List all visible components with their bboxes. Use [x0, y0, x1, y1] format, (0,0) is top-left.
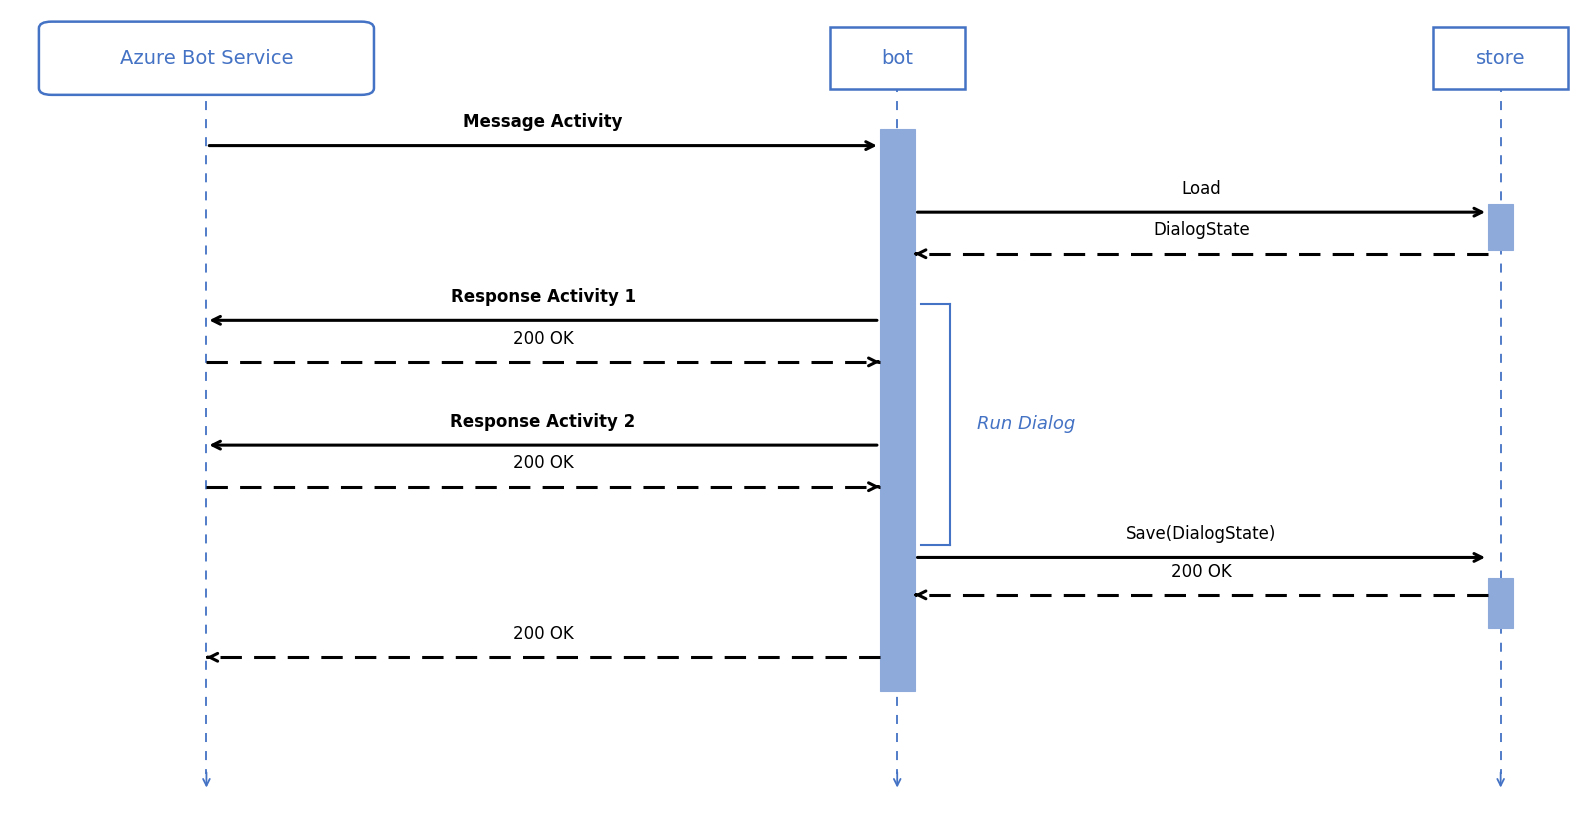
- Text: Run Dialog: Run Dialog: [977, 415, 1075, 433]
- Text: 200 OK: 200 OK: [513, 625, 573, 643]
- Text: DialogState: DialogState: [1153, 221, 1250, 240]
- Text: Response Activity 1: Response Activity 1: [451, 288, 635, 306]
- Text: Save(DialogState): Save(DialogState): [1126, 525, 1277, 543]
- Text: 200 OK: 200 OK: [513, 329, 573, 348]
- Text: store: store: [1475, 49, 1526, 67]
- FancyBboxPatch shape: [880, 129, 915, 691]
- Text: Azure Bot Service: Azure Bot Service: [119, 49, 294, 67]
- Text: 200 OK: 200 OK: [1170, 562, 1232, 581]
- Text: 200 OK: 200 OK: [513, 454, 573, 473]
- FancyBboxPatch shape: [829, 27, 964, 90]
- Text: Response Activity 2: Response Activity 2: [451, 413, 635, 431]
- FancyBboxPatch shape: [38, 22, 375, 95]
- Text: Load: Load: [1181, 180, 1221, 198]
- FancyBboxPatch shape: [1488, 578, 1513, 628]
- Text: Message Activity: Message Activity: [464, 113, 622, 131]
- FancyBboxPatch shape: [1432, 27, 1567, 90]
- Text: bot: bot: [881, 49, 913, 67]
- FancyBboxPatch shape: [1488, 204, 1513, 250]
